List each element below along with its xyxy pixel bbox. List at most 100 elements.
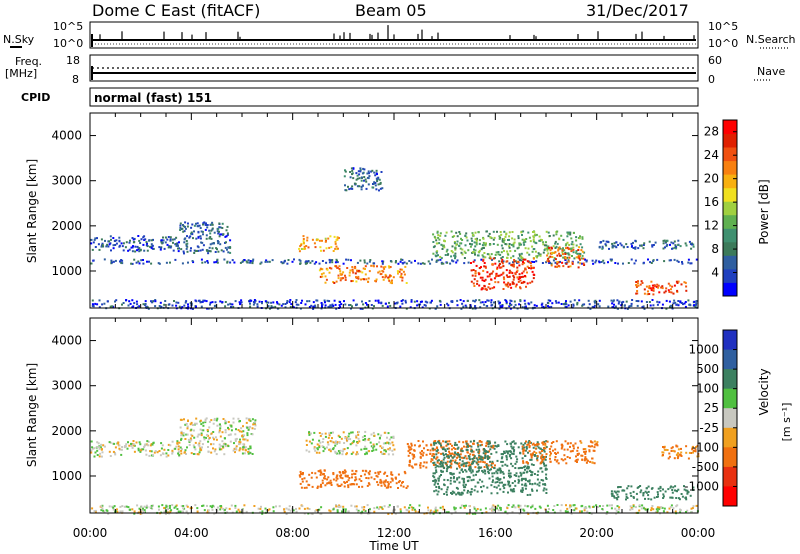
echo-cell — [439, 234, 442, 237]
echo-cell — [483, 284, 486, 287]
echo-cell — [513, 259, 516, 261]
echo-cell — [199, 428, 202, 431]
echo-cell — [374, 279, 377, 282]
echo-cell — [523, 240, 526, 243]
echo-cell — [498, 481, 501, 484]
echo-cell — [572, 248, 575, 251]
echo-cell — [556, 451, 559, 454]
echo-cell — [399, 268, 402, 271]
echo-cell — [377, 301, 380, 304]
echo-cell — [321, 482, 324, 485]
echo-cell — [503, 281, 506, 284]
echo-cell — [173, 300, 175, 302]
echo-cell — [177, 244, 179, 247]
echo-cell — [246, 426, 249, 429]
echo-cell — [454, 441, 457, 444]
echo-cell — [295, 299, 298, 301]
echo-cell — [493, 472, 496, 475]
echo-cell — [319, 469, 322, 472]
echo-cell — [362, 267, 365, 270]
echo-cell — [467, 249, 470, 252]
echo-cell — [474, 238, 477, 241]
echo-cell — [554, 251, 557, 254]
echo-cell — [347, 435, 350, 438]
echo-cell — [581, 237, 584, 240]
echo-cell — [524, 247, 527, 250]
echo-cell — [290, 303, 293, 306]
echo-cell — [598, 246, 601, 249]
echo-cell — [561, 251, 564, 254]
echo-cell — [638, 504, 641, 507]
echo-cell — [299, 259, 302, 262]
echo-cell — [547, 299, 550, 302]
echo-cell — [555, 460, 558, 463]
echo-cell — [543, 244, 546, 247]
echo-cell — [479, 276, 482, 279]
echo-cell — [383, 480, 386, 483]
velocity-ylabel: Slant Range [km] — [25, 363, 39, 467]
echo-cell — [251, 262, 254, 265]
echo-cell — [187, 303, 189, 306]
echo-cell — [626, 246, 629, 248]
echo-cell — [364, 453, 367, 456]
echo-cell — [330, 440, 333, 443]
echo-cell — [464, 244, 467, 247]
echo-cell — [527, 231, 530, 234]
echo-cell — [167, 454, 170, 457]
echo-cell — [232, 421, 235, 424]
echo-cell — [373, 478, 376, 481]
echo-cell — [629, 492, 632, 495]
echo-cell — [529, 281, 532, 284]
echo-cell — [164, 236, 167, 239]
echo-cell — [323, 469, 326, 472]
echo-cell — [640, 300, 643, 303]
echo-cell — [461, 302, 464, 305]
echo-cell — [468, 466, 471, 469]
echo-cell — [481, 244, 484, 247]
echo-cell — [554, 240, 557, 243]
echo-cell — [161, 444, 164, 447]
echo-cell — [562, 238, 565, 241]
echo-cell — [96, 454, 99, 456]
echo-cell — [98, 455, 101, 458]
echo-cell — [614, 262, 617, 264]
echo-cell — [499, 231, 502, 233]
echo-cell — [468, 468, 471, 471]
echo-cell — [523, 299, 526, 302]
echo-cell — [524, 449, 527, 452]
echo-cell — [391, 479, 394, 482]
echo-cell — [341, 273, 344, 276]
echo-cell — [490, 468, 492, 471]
echo-cell — [192, 444, 195, 447]
echo-cell — [285, 513, 288, 515]
echo-cell — [336, 510, 339, 513]
echo-cell — [113, 505, 116, 508]
echo-cell — [137, 449, 140, 452]
echo-cell — [636, 498, 639, 501]
echo-cell — [423, 461, 426, 464]
echo-cell — [672, 486, 675, 489]
echo-cell — [167, 246, 170, 249]
echo-cell — [142, 303, 145, 306]
echo-cell — [178, 441, 181, 444]
echo-cell — [329, 304, 332, 307]
echo-cell — [663, 239, 666, 242]
echo-cell — [505, 284, 508, 287]
echo-cell — [519, 507, 522, 510]
echo-cell — [199, 227, 202, 229]
echo-cell — [202, 421, 205, 424]
echo-cell — [172, 241, 174, 244]
echo-cell — [564, 510, 567, 513]
echo-cell — [130, 262, 133, 265]
echo-cell — [652, 286, 655, 289]
echo-cell — [488, 469, 491, 472]
echo-cell — [283, 508, 286, 511]
echo-cell — [223, 453, 226, 456]
echo-cell — [527, 465, 530, 468]
echo-cell — [331, 303, 334, 306]
echo-cell — [502, 453, 504, 456]
echo-cell — [503, 249, 505, 252]
echo-cell — [505, 274, 508, 277]
echo-cell — [212, 431, 215, 433]
echo-cell — [190, 226, 193, 229]
